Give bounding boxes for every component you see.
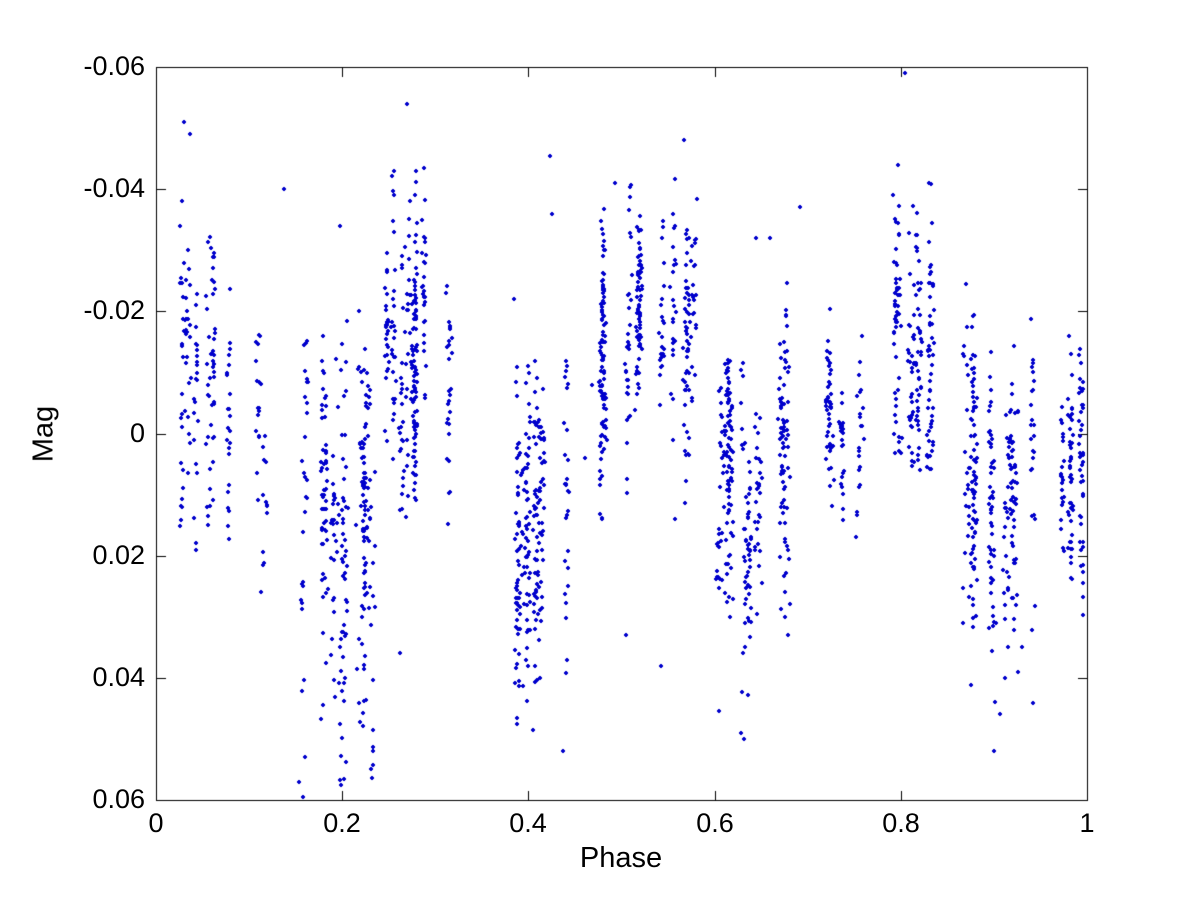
y-tick-label: 0.06	[92, 784, 145, 814]
x-tick-label: 0.8	[882, 808, 920, 838]
x-tick-label: 0.2	[323, 808, 361, 838]
x-tick-label: 0.4	[509, 808, 547, 838]
y-tick-label: 0.02	[92, 540, 145, 570]
y-tick-label: 0.04	[92, 662, 145, 692]
y-tick-label: -0.04	[83, 173, 145, 203]
x-axis-label: Phase	[579, 842, 663, 874]
x-tick-label: 0	[148, 808, 164, 838]
y-tick-label: 0	[129, 418, 145, 448]
x-tick-label: 1	[1079, 808, 1095, 838]
x-tick-label: 0.6	[696, 808, 734, 838]
y-tick-label: -0.02	[83, 295, 145, 325]
y-tick-label: -0.06	[83, 51, 145, 81]
